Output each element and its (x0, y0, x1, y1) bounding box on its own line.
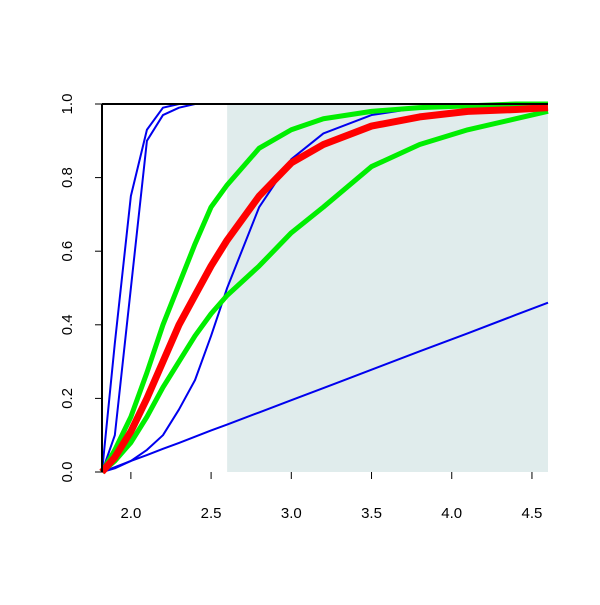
series-line (100, 108, 549, 474)
x-tick-label: 4.5 (522, 505, 543, 522)
x-tick-label: 2.0 (120, 505, 141, 522)
y-tick-label: 0.6 (59, 241, 76, 262)
y-tick-label: 0.2 (59, 388, 76, 409)
y-tick-label: 0.8 (59, 167, 76, 188)
series-line (99, 101, 548, 474)
y-tick-label: 0.0 (59, 462, 76, 483)
x-tick-label: 3.0 (281, 505, 302, 522)
y-tick-label: 0.4 (59, 314, 76, 335)
series-line (101, 301, 549, 473)
x-tick-label: 3.5 (361, 505, 382, 522)
x-tick-label: 2.5 (201, 505, 222, 522)
shaded-region (227, 104, 548, 472)
y-tick-label: 1.0 (59, 94, 76, 115)
x-tick-label: 4.0 (441, 505, 462, 522)
series-line (99, 104, 549, 475)
